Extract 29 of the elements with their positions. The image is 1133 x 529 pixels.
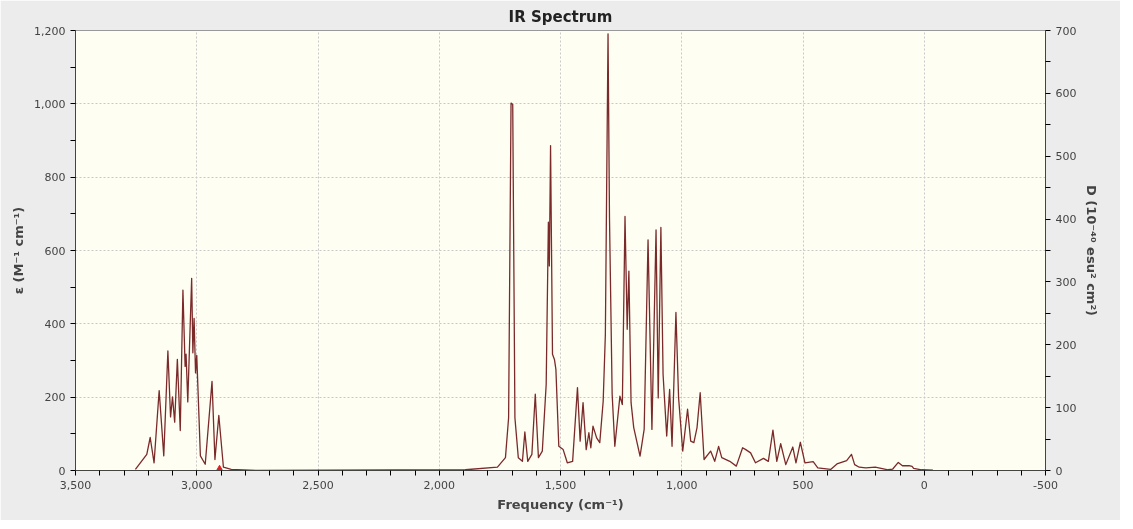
x-tick-label: -500 xyxy=(1033,478,1058,492)
y-tick-label: 1,200 xyxy=(34,24,66,38)
y2-tick-label: 600 xyxy=(1055,87,1077,101)
x-tick-label: 1,000 xyxy=(666,478,698,492)
y-axis-title: ε (M⁻¹ cm⁻¹) xyxy=(11,206,27,295)
y2-tick-label: 700 xyxy=(1055,24,1077,38)
y-tick-label: 1,000 xyxy=(34,97,66,111)
x-tick-label: 2,000 xyxy=(423,478,455,492)
line-series xyxy=(134,33,934,471)
y-tick-label: 200 xyxy=(44,391,66,405)
y2-tick-label: 100 xyxy=(1055,401,1077,415)
y2-tick-label: 200 xyxy=(1055,338,1077,352)
y-tick-label: 800 xyxy=(44,171,66,185)
x-tick-label: 500 xyxy=(792,478,814,492)
chart-title: IR Spectrum xyxy=(508,7,613,26)
x-tick-label: 3,500 xyxy=(59,478,92,492)
y-tick-label: 0 xyxy=(58,464,66,478)
y-tick-label: 600 xyxy=(44,244,66,258)
x-tick-label: 1,500 xyxy=(544,478,577,492)
y2-tick-label: 500 xyxy=(1055,150,1077,164)
x-tick-label: 0 xyxy=(920,478,928,492)
x-axis-title: Frequency (cm⁻¹) xyxy=(497,496,624,512)
y-tick-label: 400 xyxy=(44,317,66,331)
y2-axis-title: D (10⁻⁴⁰ esu² cm²) xyxy=(1084,184,1100,317)
x-tick-label: 2,500 xyxy=(302,478,334,492)
y2-tick-label: 400 xyxy=(1055,213,1077,227)
y2-tick-label: 0 xyxy=(1055,464,1063,478)
y2-tick-label: 300 xyxy=(1055,275,1077,289)
x-tick-label: 3,000 xyxy=(181,478,213,492)
